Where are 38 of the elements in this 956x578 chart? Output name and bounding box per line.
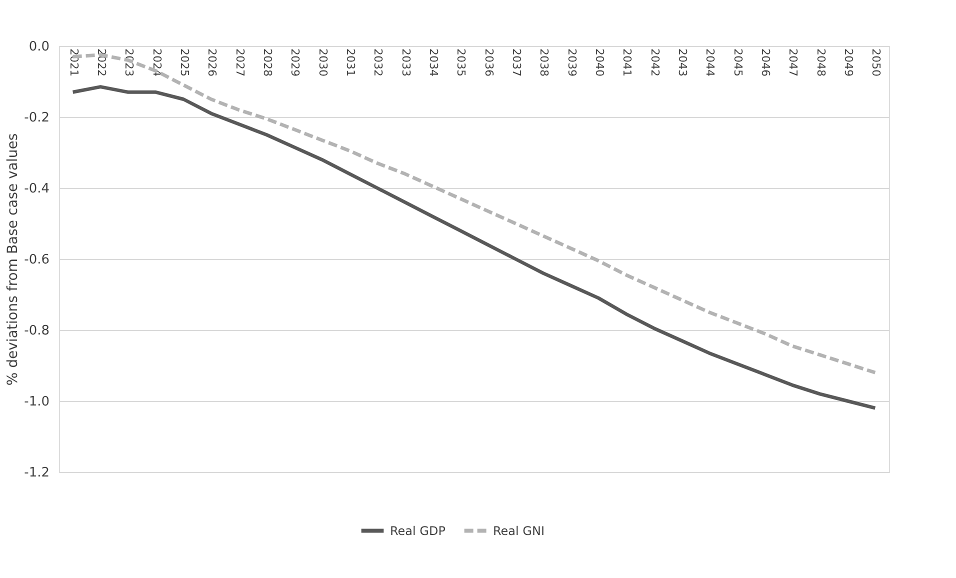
y-tick-label: -0.4 xyxy=(24,182,50,196)
x-tick-label: 2041 xyxy=(620,48,634,76)
y-tick-label: -0.6 xyxy=(24,252,50,268)
x-tick-label: 2037 xyxy=(510,48,523,76)
x-tick-label: 2030 xyxy=(316,48,330,76)
x-tick-label: 2029 xyxy=(288,48,302,76)
legend-label: Real GDP xyxy=(390,524,446,538)
x-tick-label: 2031 xyxy=(344,48,357,76)
x-tick-label: 2028 xyxy=(261,48,274,76)
x-tick-label: 2046 xyxy=(759,48,772,76)
line-series xyxy=(71,85,877,410)
x-tick-label: 2045 xyxy=(731,48,744,76)
x-tick-label: 2026 xyxy=(206,48,219,76)
y-tick-label: -0.8 xyxy=(24,324,50,338)
x-tick-label: 2048 xyxy=(814,48,828,76)
y-tick-label: -0.2 xyxy=(24,110,50,126)
x-tick-label: 2022 xyxy=(95,48,108,76)
x-tick-label: 2044 xyxy=(704,48,717,76)
x-tick-label: 2040 xyxy=(593,48,606,76)
y-axis-title: % deviations from Base case values xyxy=(5,133,22,386)
x-tick-label: 2047 xyxy=(786,48,800,76)
x-tick-label: 2034 xyxy=(427,48,440,76)
x-tick-label: 2049 xyxy=(842,48,855,76)
x-tick-label: 2033 xyxy=(399,48,412,76)
legend-label: Real GNI xyxy=(493,524,544,538)
x-tick-label: 2025 xyxy=(178,48,191,76)
x-tick-label: 2043 xyxy=(676,48,689,76)
x-tick-label: 2027 xyxy=(233,48,246,76)
y-tick-label: -1.2 xyxy=(24,466,50,480)
y-tick-label: 0.0 xyxy=(28,40,50,54)
x-tick-label: 2039 xyxy=(565,48,578,76)
x-tick-label: 2036 xyxy=(482,48,496,76)
x-tick-label: 2035 xyxy=(454,48,468,76)
y-tick-label: -1.0 xyxy=(24,394,50,410)
x-tick-label: 2038 xyxy=(538,48,551,76)
x-tick-label: 2032 xyxy=(372,48,385,76)
x-tick-label: 2042 xyxy=(648,48,662,76)
x-tick-label: 2050 xyxy=(870,48,883,76)
